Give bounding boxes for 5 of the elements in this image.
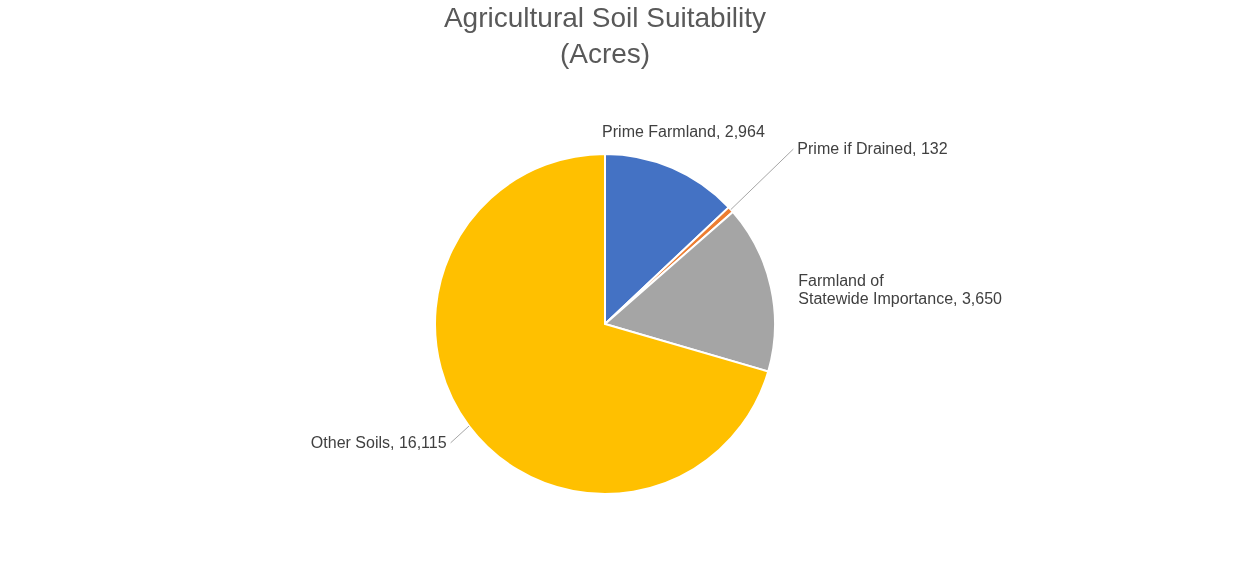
slice-label: Other Soils, 16,115 [310,433,447,451]
chart-title: Agricultural Soil Suitability (Acres) [443,2,767,69]
slice-label: Prime if Drained, 132 [797,140,948,158]
slice-label: Prime Farmland, 2,964 [602,123,765,141]
slice-label: Farmland of Statewide Importance, 3,650 [798,272,1003,308]
